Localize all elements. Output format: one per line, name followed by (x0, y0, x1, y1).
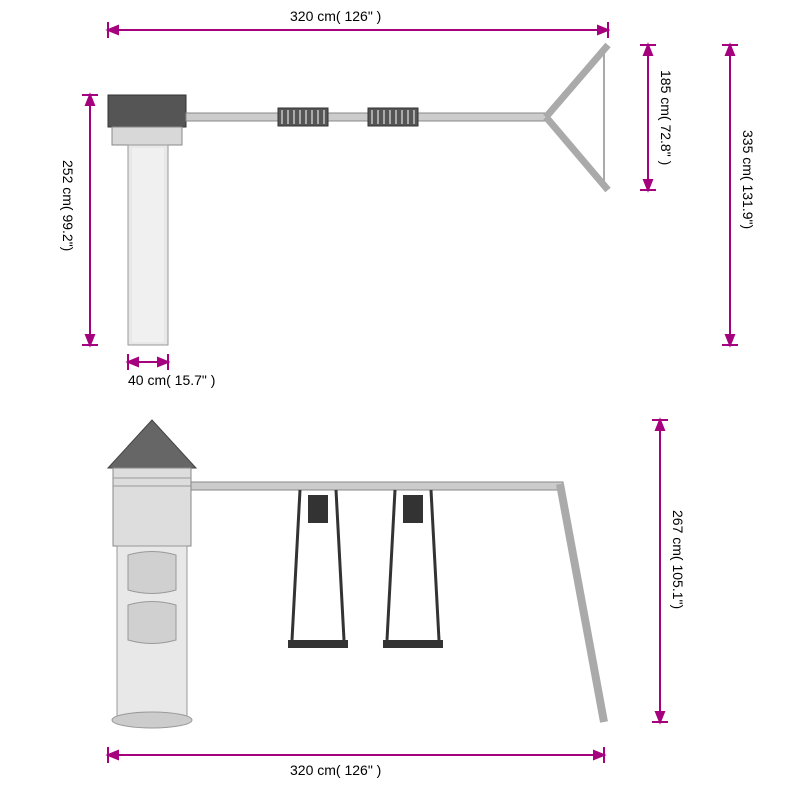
swing-rope-1a (292, 490, 300, 640)
front-view (108, 420, 604, 728)
swing-seat-1-front (288, 640, 348, 648)
support-leg-2-top (546, 117, 608, 190)
swing-rope-2a (387, 490, 395, 640)
swing-rope-2b (431, 490, 439, 640)
swing-seat-2-top (368, 108, 418, 126)
swing-rope-1b (336, 490, 344, 640)
slide-inner-top (132, 148, 164, 342)
label-width-top: 320 cm( 126" ) (290, 8, 381, 24)
dimension-diagram (0, 0, 800, 800)
label-252: 252 cm( 99.2") (60, 160, 76, 251)
swing-beam-top (186, 113, 546, 121)
tower-body-top (112, 127, 182, 145)
tower-roof-front (108, 420, 196, 468)
slide-bump-1 (128, 552, 176, 594)
slide-end (112, 712, 192, 728)
tower-body-front (113, 468, 191, 546)
swing-seat-1-top (278, 108, 328, 126)
label-40: 40 cm( 15.7" ) (128, 372, 215, 388)
support-leg-front (560, 484, 604, 722)
swing-clip-1 (308, 495, 328, 523)
label-335: 335 cm( 131.9") (740, 130, 756, 229)
top-view (108, 45, 608, 345)
label-width-bottom: 320 cm( 126" ) (290, 762, 381, 778)
swing-clip-2 (403, 495, 423, 523)
slide-bump-2 (128, 602, 176, 644)
swing-seat-2-front (383, 640, 443, 648)
label-185: 185 cm( 72.8" ) (658, 70, 674, 165)
swing-beam-front (191, 482, 563, 490)
support-leg-1-top (546, 45, 608, 117)
tower-roof-top (108, 95, 186, 127)
label-267: 267 cm( 105.1") (670, 510, 686, 609)
